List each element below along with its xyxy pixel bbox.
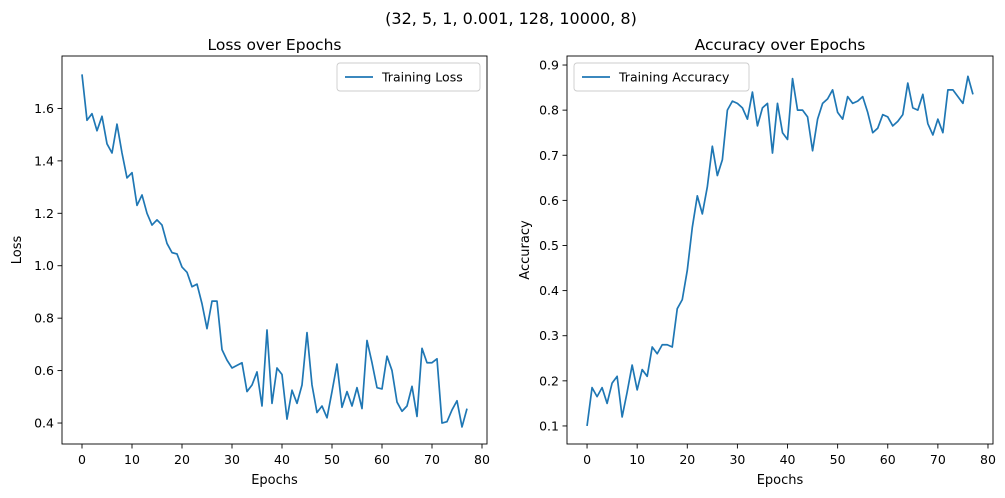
chart-2-plot-frame — [566, 55, 994, 445]
chart-2-x-tick-label: 0 — [583, 452, 591, 467]
chart-1-x-tick-label: 60 — [374, 452, 390, 467]
chart-1-y-tick-label: 0.4 — [34, 416, 54, 431]
chart-1-x-tick-label: 0 — [78, 452, 86, 467]
chart-2-y-tick-label: 0.1 — [539, 418, 559, 433]
chart-1-y-tick-label: 0.8 — [34, 311, 54, 326]
chart-1-x-tick-label: 30 — [224, 452, 240, 467]
chart-2-x-axis-label: Epochs — [757, 473, 804, 488]
figure-suptitle: (32, 5, 1, 0.001, 128, 10000, 8) — [385, 9, 637, 28]
accuracy-chart: Accuracy over Epochs 0 10 20 30 40 50 60 70 80 0.1… — [518, 36, 996, 488]
chart-2-x-tick-label: 70 — [930, 452, 946, 467]
chart-2-legend-label: Training Accuracy — [618, 70, 730, 85]
chart-1-y-tick-label: 1.2 — [34, 206, 54, 221]
chart-2-y-tick-label: 0.2 — [539, 373, 559, 388]
chart-1-x-axis-label: Epochs — [251, 473, 298, 488]
chart-2-y-tick-label: 0.6 — [539, 193, 559, 208]
chart-1-x-tick-label: 70 — [424, 452, 440, 467]
chart-1-x-tick-label: 80 — [474, 452, 490, 467]
chart-2-y-axis-label: Accuracy — [518, 220, 533, 280]
loss-chart: Loss over Epochs 0 10 20 30 40 50 60 70 80 0.4 0.6 0… — [10, 36, 490, 488]
chart-2-y-tick-label: 0.5 — [539, 238, 559, 253]
chart-2-x-tick-label: 40 — [780, 452, 796, 467]
chart-2-y-tick-label: 0.9 — [539, 58, 559, 73]
chart-2-title: Accuracy over Epochs — [695, 36, 866, 54]
chart-1-title: Loss over Epochs — [208, 36, 342, 54]
chart-1-legend-label: Training Loss — [381, 70, 463, 85]
chart-1-plot-frame — [61, 55, 488, 445]
chart-2-series-line — [586, 75, 974, 427]
chart-2-legend: Training Accuracy — [573, 62, 750, 92]
chart-2-x-tick-label: 60 — [880, 452, 896, 467]
chart-1-y-tick-label: 1.4 — [34, 153, 54, 168]
chart-1-x-tick-label: 50 — [324, 452, 340, 467]
chart-2-x-tick-label: 10 — [629, 452, 645, 467]
chart-2-y-tick-label: 0.7 — [539, 148, 559, 163]
chart-1-y-tick-label: 1.6 — [34, 101, 54, 116]
chart-2-y-tick-label: 0.3 — [539, 328, 559, 343]
chart-2-x-tick-label: 20 — [679, 452, 695, 467]
chart-1-x-tick-label: 20 — [174, 452, 190, 467]
chart-1-series-line — [81, 74, 468, 428]
chart-2-x-tick-label: 30 — [729, 452, 745, 467]
chart-2-x-tick-label: 50 — [830, 452, 846, 467]
chart-1-x-tick-label: 10 — [124, 452, 140, 467]
chart-2-y-tick-label: 0.4 — [539, 283, 559, 298]
chart-1-y-axis-label: Loss — [10, 236, 25, 265]
chart-1-legend-box — [336, 62, 481, 92]
chart-2-x-tick-label: 80 — [980, 452, 996, 467]
chart-1-legend: Training Loss — [336, 62, 481, 92]
chart-2-y-tick-label: 0.8 — [539, 103, 559, 118]
chart-1-y-tick-label: 0.6 — [34, 363, 54, 378]
chart-2-legend-box — [573, 62, 750, 92]
chart-1-y-tick-label: 1.0 — [34, 258, 54, 273]
chart-1-x-tick-label: 40 — [274, 452, 290, 467]
